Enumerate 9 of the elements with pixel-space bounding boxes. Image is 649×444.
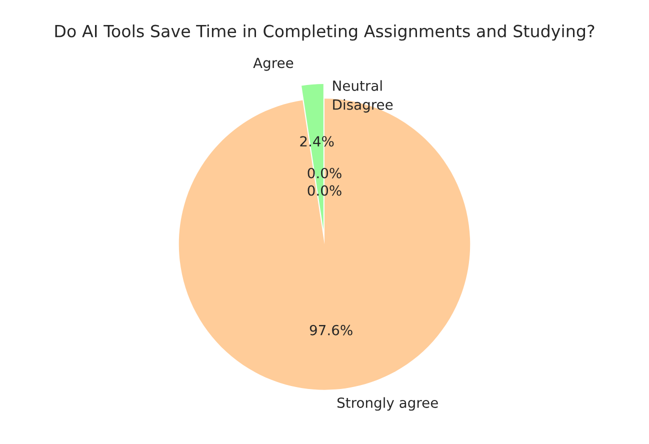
data-label: 2.4%: [300, 136, 334, 147]
data-label: 97.6%: [310, 324, 352, 336]
slice-label: Strongly agree: [337, 397, 438, 411]
category-label: Neutral: [333, 80, 382, 91]
text: 0.0%: [308, 168, 342, 178]
slice-label: Agree: [253, 58, 294, 71]
category-label: Disagree: [333, 99, 393, 113]
chart-title: Do AI Tools Save Time in Completing Assignments and Studying?: [55, 24, 594, 41]
text: 0.0%: [308, 185, 342, 196]
